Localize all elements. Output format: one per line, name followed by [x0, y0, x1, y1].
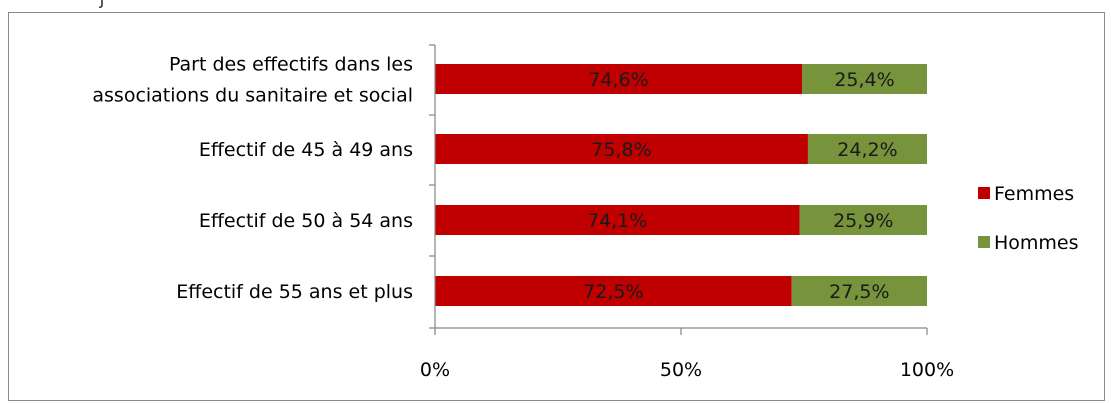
legend-swatch-hommes — [978, 236, 990, 248]
x-tick-label: 100% — [900, 359, 954, 381]
data-label: 72,5% — [583, 281, 643, 303]
data-label: 74,6% — [588, 69, 648, 91]
legend: Femmes Hommes — [978, 183, 1079, 254]
x-tick-label: 0% — [420, 359, 450, 381]
data-label: 25,9% — [833, 210, 893, 232]
data-label: 25,4% — [834, 69, 894, 91]
bars — [435, 64, 927, 306]
category-label: associations du sanitaire et social — [92, 85, 413, 107]
category-label: Part des effectifs dans les — [169, 54, 413, 76]
bar-hommes — [802, 64, 927, 94]
x-tick-label: 50% — [660, 359, 702, 381]
bar-labels: 74,6% 25,4% 75,8% 24,2% 74,1% 25,9% 72,5% 27,5% — [583, 69, 897, 303]
data-label: 24,2% — [837, 139, 897, 161]
bar-femmes — [435, 205, 800, 235]
bar-hommes — [799, 205, 927, 235]
bar-femmes — [435, 134, 808, 164]
legend-label-hommes: Hommes — [994, 232, 1079, 254]
legend-label-femmes: Femmes — [994, 183, 1074, 205]
data-label: 27,5% — [829, 281, 889, 303]
bar-femmes — [435, 64, 803, 94]
data-label: 74,1% — [587, 210, 647, 232]
category-labels: Part des effectifs dans les associations … — [92, 54, 413, 304]
bar-hommes — [807, 134, 927, 164]
axes — [429, 44, 928, 335]
x-tick-labels: 0% 50% 100% — [420, 359, 954, 381]
category-label: Effectif de 50 à 54 ans — [199, 210, 413, 232]
category-label: Effectif de 45 à 49 ans — [199, 139, 413, 161]
category-label: Effectif de 55 ans et plus — [176, 281, 413, 303]
cropped-title-fragment — [99, 0, 103, 8]
chart-frame: Part des effectifs dans les associations … — [8, 12, 1105, 401]
data-label: 75,8% — [591, 139, 651, 161]
legend-swatch-femmes — [978, 187, 990, 199]
stacked-bar-chart: Part des effectifs dans les associations … — [92, 44, 1079, 381]
bar-femmes — [435, 276, 792, 306]
bar-hommes — [791, 276, 927, 306]
